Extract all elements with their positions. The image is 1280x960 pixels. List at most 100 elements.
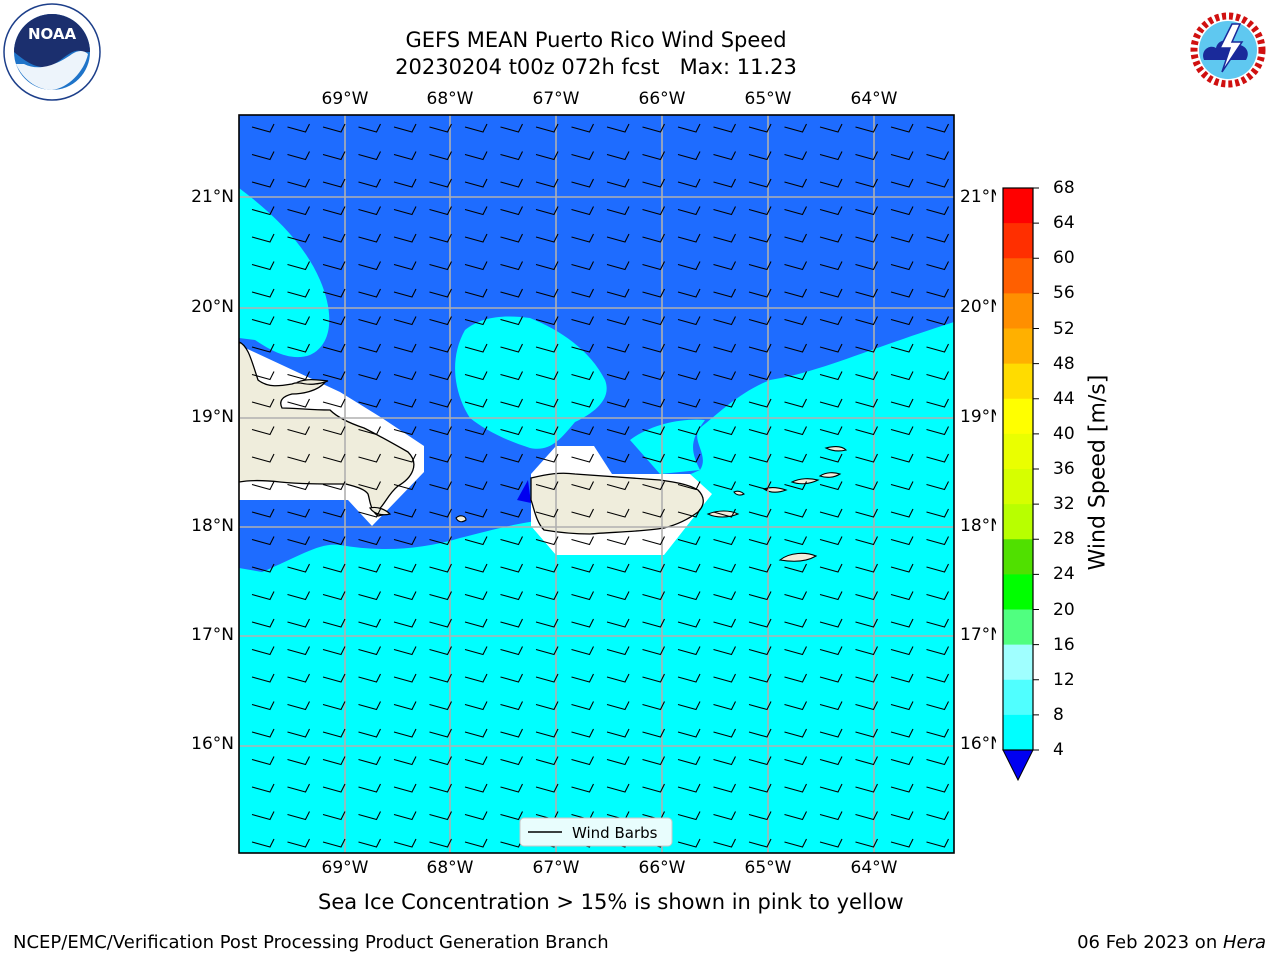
wind-barb — [535, 701, 559, 711]
wind-barb — [429, 838, 452, 848]
wind-barb — [358, 178, 381, 188]
wind-barb — [890, 261, 914, 271]
wind-barb — [500, 811, 523, 821]
colorbar-segment — [1003, 469, 1033, 505]
wind-barb — [358, 783, 381, 793]
wind-barb — [677, 756, 701, 766]
wind-barb — [251, 838, 275, 848]
wind-barb — [393, 646, 417, 656]
wind-barb — [819, 591, 843, 601]
wind-barb — [855, 756, 878, 766]
lat-label-right: 19°N — [960, 407, 1003, 427]
wind-barb — [890, 673, 914, 683]
wind-barb — [784, 426, 807, 436]
wind-barb — [358, 288, 381, 298]
wind-barb — [855, 123, 878, 133]
wind-barb — [819, 426, 843, 436]
wind-barb — [535, 783, 559, 793]
wind-barb — [251, 508, 275, 518]
wind-barb — [464, 371, 488, 381]
colorbar-tick-label: 52 — [1053, 318, 1075, 339]
wind-barb — [429, 426, 452, 436]
wind-barb — [713, 453, 736, 463]
wind-barb — [535, 261, 559, 271]
wind-barb — [322, 508, 346, 518]
wind-barb — [429, 206, 452, 216]
wind-barb — [642, 701, 665, 711]
wind-barb — [535, 618, 559, 628]
wind-barb — [926, 371, 949, 381]
wind-barb — [926, 206, 949, 216]
wind-barb — [393, 811, 417, 821]
wind-barb — [500, 563, 523, 573]
noaa-logo-icon: NOAA — [3, 3, 101, 101]
wind-barb — [713, 151, 736, 161]
wind-barb — [855, 811, 878, 821]
wind-barb — [535, 536, 559, 546]
wind-barb — [926, 398, 949, 408]
wind-barb — [890, 371, 914, 381]
wind-barb — [855, 673, 878, 683]
wind-barb — [393, 206, 417, 216]
wind-barb — [358, 453, 381, 463]
wind-barb — [287, 811, 310, 821]
island-culebra — [733, 490, 745, 496]
wind-barb — [358, 563, 381, 573]
wind-barb — [748, 591, 772, 601]
island-mona — [455, 515, 467, 523]
wind-barb — [393, 673, 417, 683]
island-tortuga — [296, 379, 329, 385]
wind-barb — [819, 536, 843, 546]
wind-barb — [890, 233, 914, 243]
wind-barb — [535, 178, 559, 188]
wind-barb — [500, 536, 523, 546]
wind-barb — [748, 673, 772, 683]
wind-barb — [819, 261, 843, 271]
wind-barb — [571, 728, 594, 738]
wind-barb — [464, 206, 488, 216]
wind-barb — [819, 316, 843, 326]
wind-barb — [287, 756, 310, 766]
wind-barb — [713, 563, 736, 573]
wind-barb — [819, 343, 843, 353]
wind-barb — [748, 563, 772, 573]
wind-barb — [429, 811, 452, 821]
noaa-logo-text: NOAA — [28, 25, 77, 43]
wind-barb — [784, 123, 807, 133]
wind-barb — [784, 151, 807, 161]
wind-barb — [819, 673, 843, 683]
wind-barb — [251, 536, 275, 546]
wind-barb — [642, 426, 665, 436]
colorbar-tick-label: 48 — [1053, 353, 1075, 374]
wind-barb — [393, 563, 417, 573]
wind-barb — [287, 206, 310, 216]
wind-barb — [677, 288, 701, 298]
wind-region-northwest — [239, 188, 330, 358]
wind-barb — [571, 508, 594, 518]
wind-barb — [855, 261, 878, 271]
colorbar-segment — [1003, 398, 1033, 435]
wind-barb — [642, 398, 665, 408]
wind-barb — [500, 288, 523, 298]
lon-label-bottom: 68°W — [426, 858, 474, 878]
wind-barb — [322, 838, 346, 848]
wind-barb — [606, 481, 630, 491]
wind-barb — [464, 316, 488, 326]
wind-barb — [855, 728, 878, 738]
wind-barb — [429, 563, 452, 573]
wind-barb — [464, 123, 488, 133]
wind-barb — [784, 701, 807, 711]
colorbar-segment — [1003, 258, 1033, 294]
wind-barb — [890, 206, 914, 216]
wind-barb — [287, 481, 310, 491]
colorbar-tick-label: 32 — [1053, 494, 1075, 515]
colorbar-tick-label: 36 — [1053, 459, 1075, 479]
wind-barb — [429, 728, 452, 738]
wind-barb — [393, 233, 417, 243]
wind-barb — [677, 371, 701, 381]
wind-barb — [251, 783, 275, 793]
wind-barb — [322, 206, 346, 216]
wind-region-east — [630, 419, 705, 474]
lon-label-top: 65°W — [744, 89, 792, 109]
wind-barb — [677, 343, 701, 353]
